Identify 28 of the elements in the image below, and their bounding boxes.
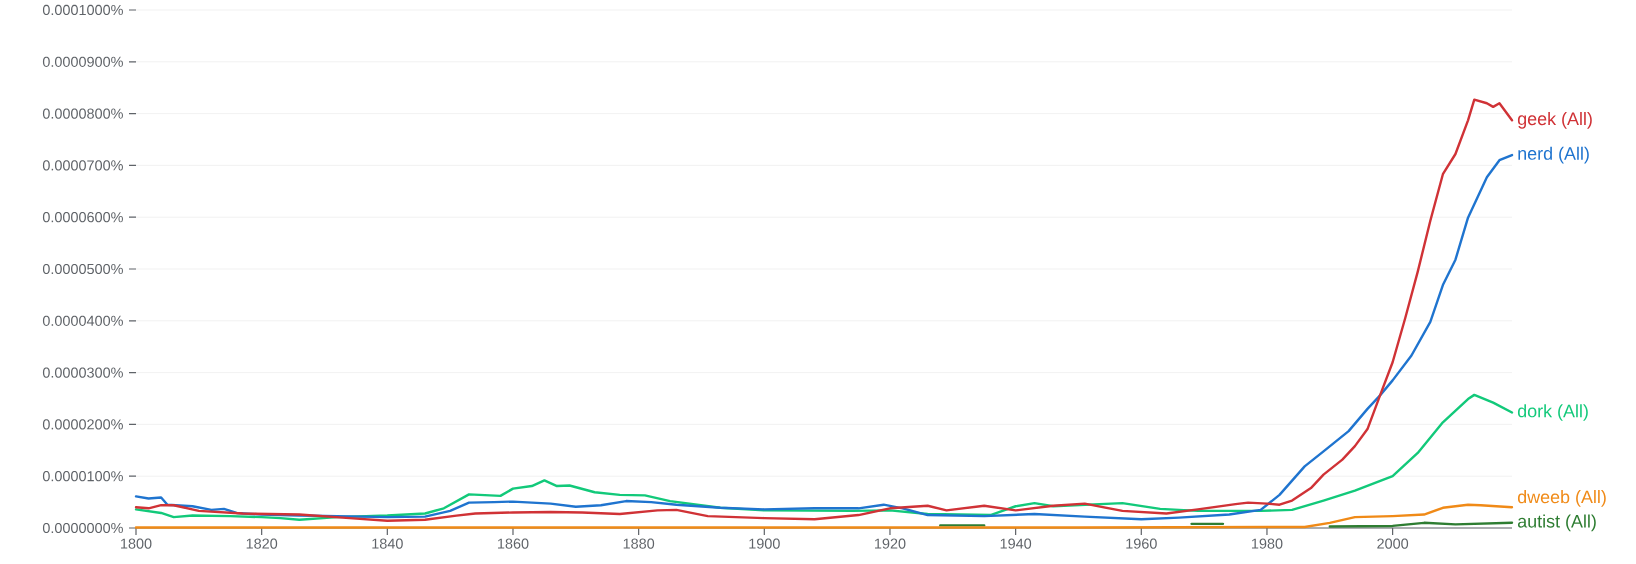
x-tick-label: 1900 (749, 538, 780, 549)
x-tick-label: 1940 (1000, 538, 1032, 549)
x-tick-label: 1860 (498, 538, 529, 549)
series-label: nerd (All) (1518, 146, 1589, 164)
series-label: geek (All) (1517, 111, 1592, 129)
line-series (134, 393, 1514, 521)
series-label: dweeb (All) (1517, 490, 1606, 507)
y-tick-label: 0.0000600% (42, 212, 123, 223)
y-tick-label: 0.0000100% (42, 471, 123, 482)
x-tick-label: 1880 (623, 538, 655, 549)
y-tick-label: 0.0000500% (42, 263, 123, 275)
x-tick-label: 1820 (246, 538, 278, 549)
y-tick-label: 0.0000300% (42, 367, 123, 378)
y-tick-label: 0.0000700% (42, 160, 123, 171)
series-label: autist (All) (1517, 514, 1596, 532)
y-tick-label: 0.0001000% (42, 4, 123, 16)
y-tick-label: 0.0000800% (42, 108, 123, 119)
x-tick-label: 2000 (1377, 538, 1409, 549)
x-tick-label: 1840 (372, 538, 403, 549)
x-tick-label: 1800 (121, 538, 152, 549)
x-tick-label: 1980 (1251, 538, 1283, 549)
x-tick-label: 1920 (875, 538, 906, 549)
y-tick-label: 0.0000000% (42, 522, 123, 534)
y-tick-label: 0.0000400% (42, 315, 123, 326)
y-tick-label: 0.0000200% (42, 419, 123, 430)
y-tick-label: 0.0000900% (42, 56, 123, 67)
x-tick-label: 1960 (1126, 538, 1157, 549)
series-label: dork (All) (1517, 404, 1588, 421)
